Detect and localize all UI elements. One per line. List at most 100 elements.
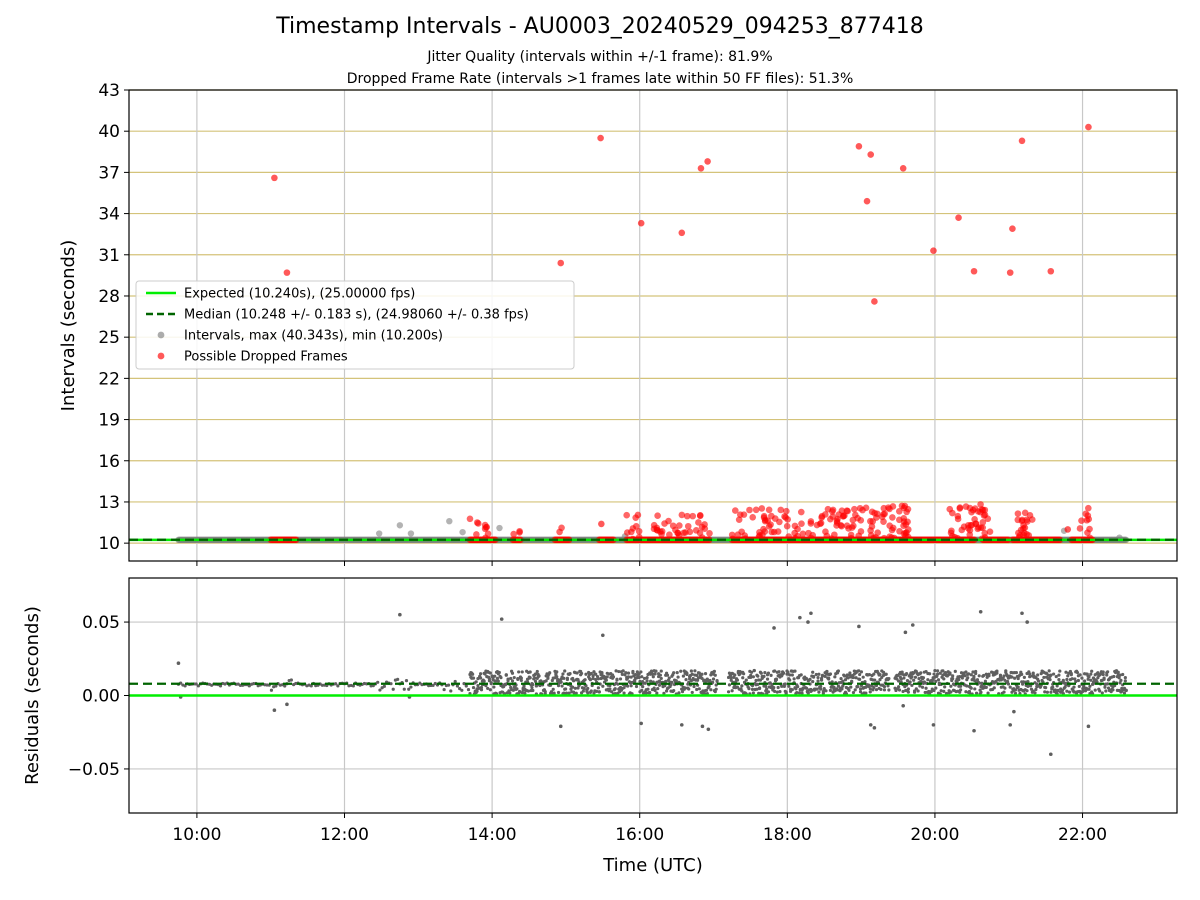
residual-point bbox=[506, 677, 510, 681]
residual-point bbox=[495, 676, 500, 680]
residual-point bbox=[586, 691, 590, 695]
residual-point bbox=[902, 676, 906, 680]
residual-point bbox=[614, 669, 618, 673]
residual-point bbox=[905, 678, 910, 683]
residual-point bbox=[978, 609, 983, 614]
residual-point bbox=[1075, 670, 1080, 675]
residual-point bbox=[1056, 689, 1060, 693]
residual-point bbox=[639, 670, 643, 674]
residual-point bbox=[817, 690, 821, 694]
residual-point bbox=[916, 689, 920, 693]
residual-point bbox=[1122, 691, 1127, 695]
residual-point bbox=[878, 678, 882, 682]
residual-point bbox=[1033, 691, 1037, 695]
residual-point bbox=[531, 688, 535, 693]
residual-point bbox=[1093, 688, 1097, 692]
residual-point bbox=[913, 675, 918, 679]
residual-point bbox=[389, 682, 393, 686]
residual-point bbox=[499, 676, 503, 680]
residual-point bbox=[681, 674, 686, 678]
residual-point bbox=[847, 688, 851, 692]
residual-point bbox=[1025, 689, 1029, 693]
residual-point bbox=[537, 674, 541, 678]
residual-point bbox=[934, 686, 938, 690]
residual-point bbox=[983, 679, 988, 683]
residual-point bbox=[931, 723, 936, 727]
intervals-y-tick-label: 16 bbox=[98, 452, 120, 472]
residual-point bbox=[1124, 688, 1128, 692]
residual-point bbox=[795, 690, 799, 695]
residual-point bbox=[1052, 672, 1056, 676]
residual-point bbox=[535, 669, 539, 674]
residual-point bbox=[579, 671, 584, 676]
dropped-frame-point bbox=[666, 531, 673, 539]
residual-point bbox=[453, 679, 457, 684]
dropped-frame-point bbox=[633, 522, 640, 530]
residual-point bbox=[764, 684, 768, 689]
dropped-frame-point bbox=[880, 504, 888, 512]
residual-point bbox=[931, 677, 935, 682]
residual-point bbox=[567, 691, 571, 695]
dropped-frame-point bbox=[783, 522, 791, 530]
residual-point bbox=[790, 688, 794, 692]
residual-point bbox=[1022, 675, 1026, 680]
residual-point bbox=[967, 689, 972, 694]
residual-point bbox=[793, 669, 797, 673]
residual-point bbox=[574, 691, 578, 695]
residual-point bbox=[740, 684, 744, 688]
residual-point bbox=[601, 633, 605, 638]
residual-point bbox=[690, 690, 694, 695]
residual-point bbox=[626, 675, 631, 679]
residual-point bbox=[659, 669, 663, 673]
residual-point bbox=[398, 612, 402, 617]
residual-point bbox=[1002, 674, 1006, 678]
residual-point bbox=[751, 691, 755, 695]
intervals-y-tick-label: 13 bbox=[98, 493, 120, 513]
residual-point bbox=[1049, 673, 1053, 677]
residual-point bbox=[510, 671, 515, 675]
residual-point bbox=[672, 671, 676, 675]
dropped-frame-point bbox=[732, 507, 739, 514]
residual-point bbox=[515, 687, 519, 691]
residual-point bbox=[969, 686, 973, 690]
dropped-frame-point bbox=[946, 505, 954, 513]
chart-subtitle-jitter: Jitter Quality (intervals within +/-1 fr… bbox=[427, 49, 773, 65]
residual-point bbox=[926, 678, 930, 682]
residual-point bbox=[987, 674, 991, 678]
residual-point bbox=[662, 691, 666, 695]
residual-point bbox=[499, 617, 504, 621]
dropped-frame-point bbox=[979, 519, 987, 526]
dropped-frame-point bbox=[823, 532, 831, 540]
residual-point bbox=[555, 675, 559, 679]
residual-point bbox=[1020, 672, 1024, 676]
residual-point bbox=[846, 676, 850, 680]
residual-point bbox=[776, 685, 780, 690]
residual-point bbox=[376, 680, 380, 684]
residual-point bbox=[971, 670, 975, 674]
dropped-frame-point bbox=[678, 229, 686, 237]
residual-point bbox=[759, 671, 763, 675]
dropped-frame-point bbox=[955, 214, 962, 222]
residual-point bbox=[656, 686, 660, 691]
residual-point bbox=[616, 682, 620, 686]
residual-point bbox=[887, 677, 891, 681]
residual-point bbox=[1020, 611, 1024, 616]
dropped-frame-point bbox=[901, 502, 909, 510]
residual-point bbox=[975, 678, 980, 682]
residual-point bbox=[646, 687, 650, 691]
residual-point bbox=[901, 703, 905, 708]
residual-point bbox=[642, 676, 647, 681]
dropped-frame-point bbox=[510, 530, 517, 538]
dropped-frame-point bbox=[761, 528, 769, 535]
residual-point bbox=[1102, 676, 1106, 680]
residual-point bbox=[594, 677, 598, 682]
residual-point bbox=[655, 691, 659, 695]
residual-point bbox=[965, 684, 969, 688]
residual-point bbox=[474, 680, 478, 684]
residual-point bbox=[478, 672, 483, 676]
residual-point bbox=[1123, 675, 1127, 680]
residual-point bbox=[533, 679, 538, 683]
residual-point bbox=[772, 626, 776, 630]
residual-point bbox=[1074, 679, 1078, 684]
dropped-frame-point bbox=[902, 529, 909, 537]
